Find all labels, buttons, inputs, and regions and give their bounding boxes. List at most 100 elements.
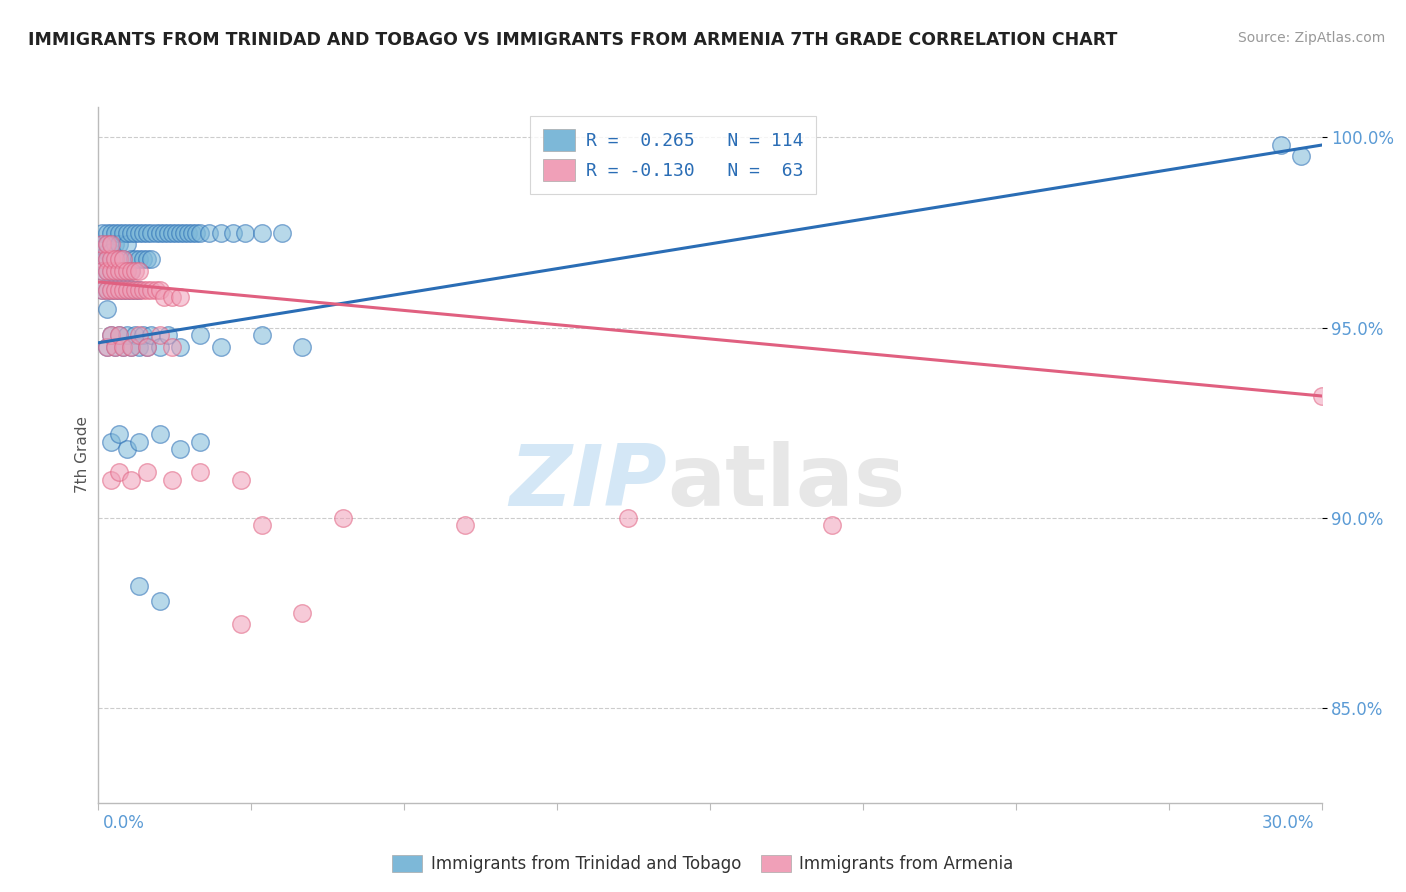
- Point: [128, 328, 150, 343]
- Point: [100, 328, 122, 343]
- Point: [108, 427, 131, 442]
- Point: [160, 473, 183, 487]
- Point: [188, 465, 212, 479]
- Text: Source: ZipAtlas.com: Source: ZipAtlas.com: [1237, 31, 1385, 45]
- Point: [149, 340, 172, 354]
- Point: [120, 340, 142, 354]
- Point: [156, 226, 179, 240]
- Point: [188, 328, 212, 343]
- Point: [115, 328, 138, 343]
- Point: [209, 226, 232, 240]
- Point: [160, 340, 183, 354]
- Point: [160, 290, 183, 304]
- Point: [145, 283, 167, 297]
- Point: [100, 283, 122, 297]
- Point: [209, 340, 232, 354]
- Point: [152, 290, 174, 304]
- Point: [177, 226, 200, 240]
- Point: [108, 328, 131, 343]
- Point: [132, 283, 155, 297]
- Point: [250, 518, 273, 533]
- Point: [821, 518, 844, 533]
- Point: [454, 518, 477, 533]
- Point: [120, 340, 142, 354]
- Y-axis label: 7th Grade: 7th Grade: [75, 417, 90, 493]
- Point: [120, 473, 142, 487]
- Point: [104, 340, 127, 354]
- Point: [128, 226, 150, 240]
- Point: [100, 328, 122, 343]
- Point: [141, 226, 163, 240]
- Point: [91, 236, 114, 251]
- Point: [115, 283, 138, 297]
- Point: [128, 252, 150, 266]
- Point: [149, 226, 172, 240]
- Point: [96, 340, 118, 354]
- Point: [108, 236, 131, 251]
- Point: [120, 226, 142, 240]
- Point: [128, 263, 150, 277]
- Point: [111, 283, 134, 297]
- Point: [115, 263, 138, 277]
- Point: [1310, 389, 1333, 403]
- Point: [132, 328, 155, 343]
- Point: [120, 283, 142, 297]
- Point: [124, 226, 146, 240]
- Point: [1291, 149, 1313, 163]
- Point: [108, 465, 131, 479]
- Point: [156, 328, 179, 343]
- Point: [128, 283, 150, 297]
- Point: [100, 434, 122, 449]
- Point: [149, 594, 172, 608]
- Point: [149, 328, 172, 343]
- Point: [91, 252, 114, 266]
- Point: [124, 328, 146, 343]
- Legend: Immigrants from Trinidad and Tobago, Immigrants from Armenia: Immigrants from Trinidad and Tobago, Imm…: [385, 848, 1021, 880]
- Point: [124, 283, 146, 297]
- Point: [332, 510, 354, 524]
- Point: [96, 263, 118, 277]
- Point: [149, 427, 172, 442]
- Point: [115, 442, 138, 457]
- Point: [91, 283, 114, 297]
- Point: [104, 263, 127, 277]
- Point: [250, 328, 273, 343]
- Point: [111, 263, 134, 277]
- Point: [169, 340, 191, 354]
- Point: [270, 226, 294, 240]
- Point: [111, 263, 134, 277]
- Point: [104, 283, 127, 297]
- Point: [141, 252, 163, 266]
- Point: [115, 226, 138, 240]
- Point: [128, 434, 150, 449]
- Text: ZIP: ZIP: [509, 442, 668, 524]
- Point: [136, 226, 159, 240]
- Point: [100, 263, 122, 277]
- Text: IMMIGRANTS FROM TRINIDAD AND TOBAGO VS IMMIGRANTS FROM ARMENIA 7TH GRADE CORRELA: IMMIGRANTS FROM TRINIDAD AND TOBAGO VS I…: [28, 31, 1118, 49]
- Point: [186, 226, 208, 240]
- Point: [91, 263, 114, 277]
- Point: [91, 236, 114, 251]
- Point: [104, 226, 127, 240]
- Point: [124, 283, 146, 297]
- Point: [231, 617, 253, 632]
- Point: [100, 252, 122, 266]
- Point: [108, 283, 131, 297]
- Point: [181, 226, 204, 240]
- Point: [169, 442, 191, 457]
- Point: [149, 283, 172, 297]
- Point: [120, 263, 142, 277]
- Point: [173, 226, 195, 240]
- Point: [141, 283, 163, 297]
- Point: [96, 236, 118, 251]
- Text: atlas: atlas: [668, 442, 905, 524]
- Point: [96, 340, 118, 354]
- Point: [108, 263, 131, 277]
- Point: [136, 340, 159, 354]
- Point: [165, 226, 187, 240]
- Point: [100, 236, 122, 251]
- Point: [233, 226, 256, 240]
- Point: [96, 283, 118, 297]
- Point: [132, 226, 155, 240]
- Point: [115, 236, 138, 251]
